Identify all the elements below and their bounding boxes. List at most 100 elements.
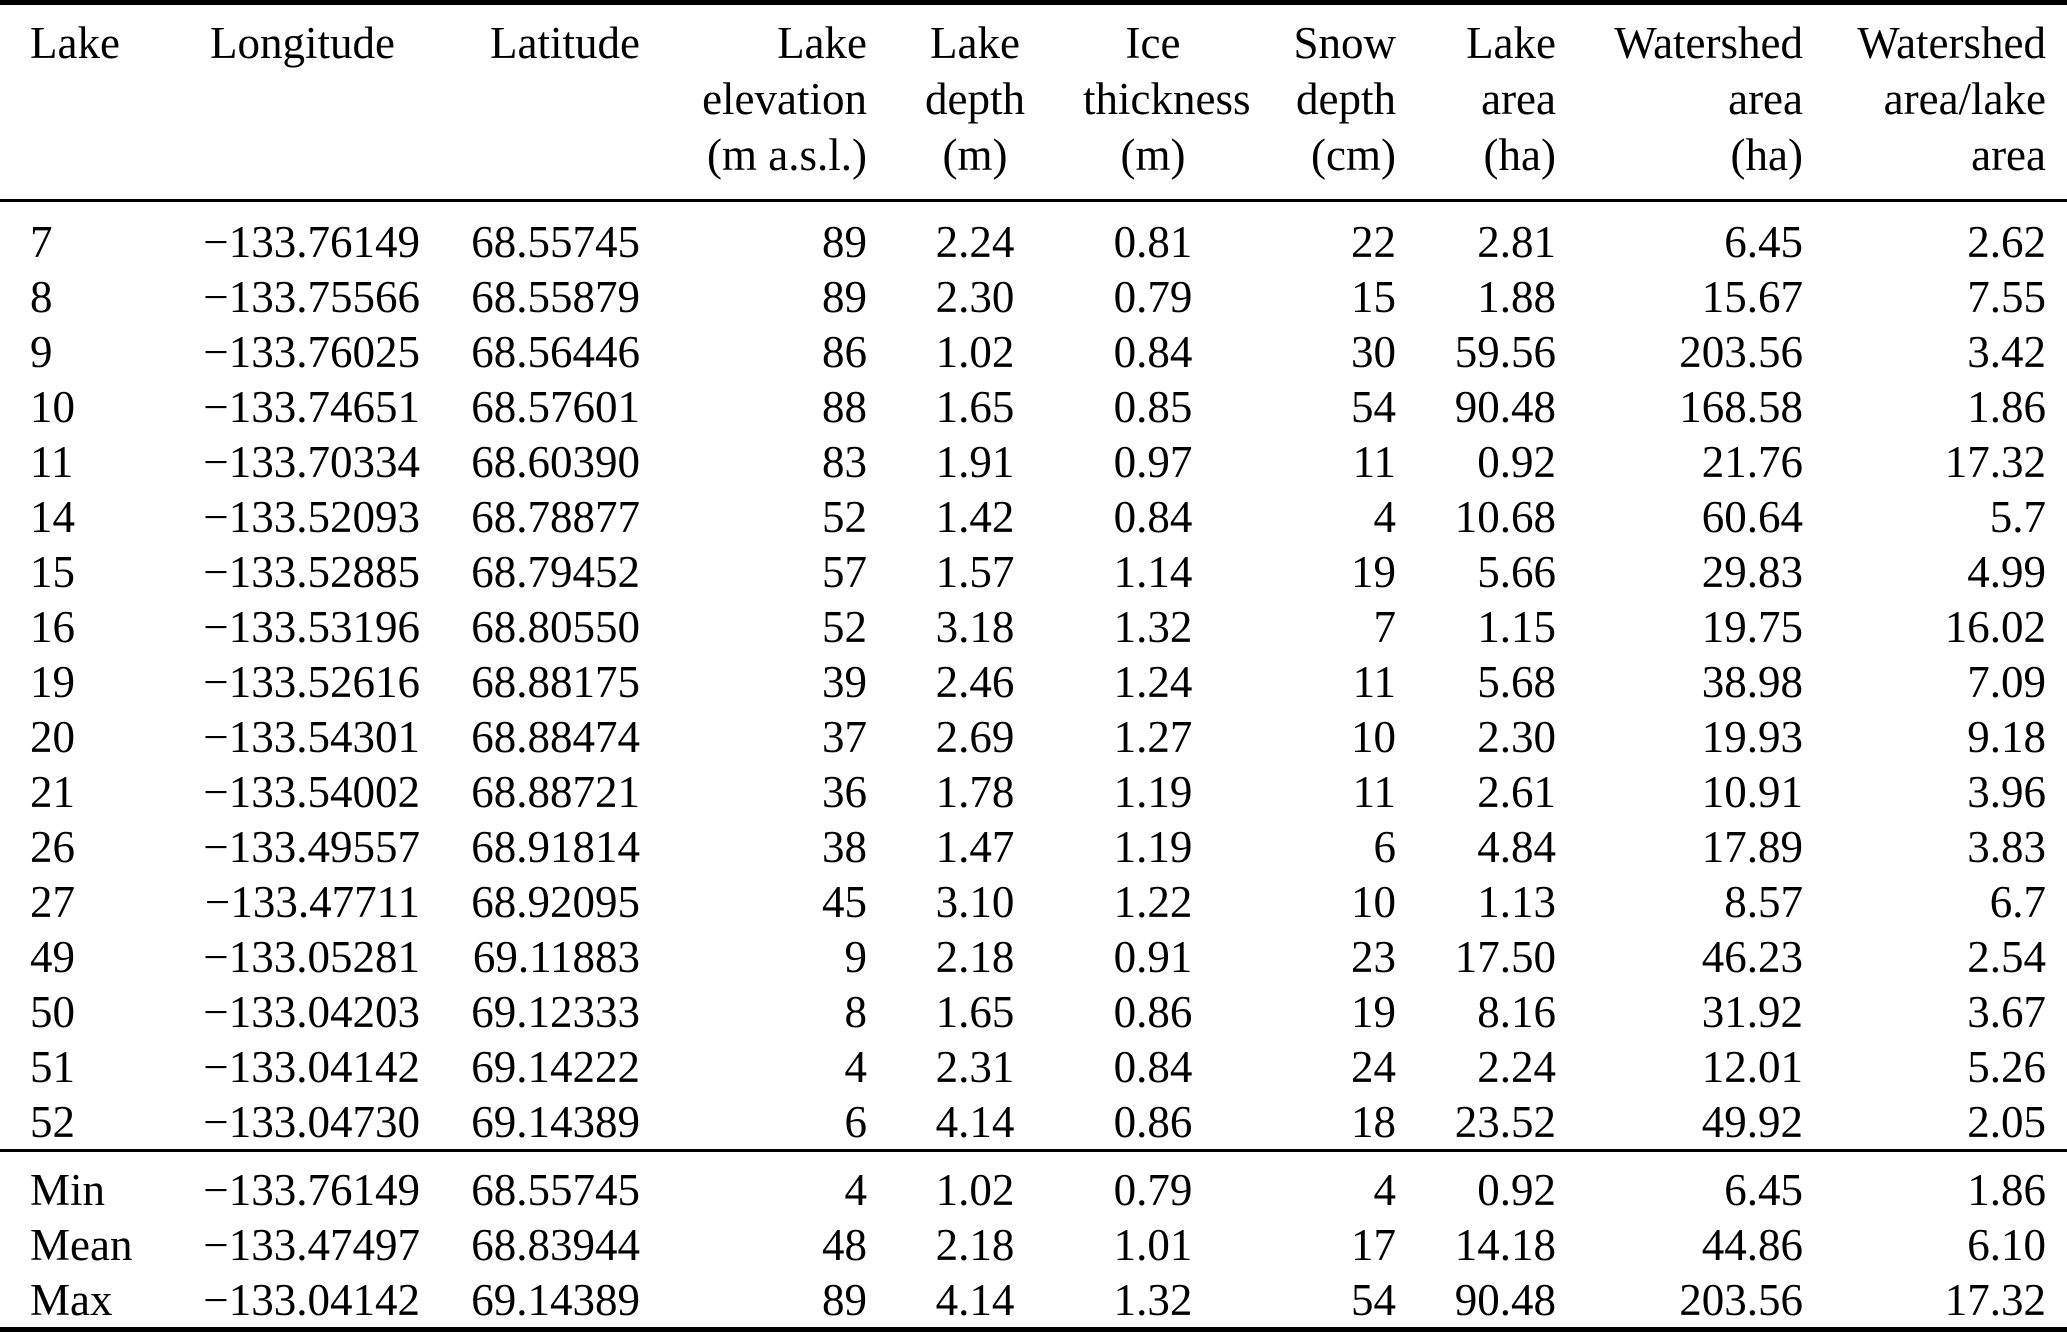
table-cell: 60.64: [1701, 491, 1803, 542]
table-cell: 19: [1351, 986, 1396, 1037]
table-cell: 68.88721: [471, 766, 640, 817]
column-header-line: (m a.s.l.): [707, 130, 867, 180]
table-body: 7 −133.76149 68.55745 89 2.24 0.81 22 2.81 6.45 2…: [0, 201, 2067, 1151]
table-cell: 54: [1351, 381, 1396, 432]
column-header-line: Lake: [777, 18, 867, 68]
table-cell: 6.45: [1724, 1164, 1803, 1215]
table-cell: 0.86: [1113, 1096, 1193, 1147]
row-label-cell: 51: [30, 1041, 75, 1092]
table-cell: 22: [1351, 216, 1396, 267]
table-row: 9 −133.76025 68.56446 86 1.02 0.84 30 59.56 203.…: [0, 324, 2067, 379]
table-cell: 203.56: [1679, 1274, 1803, 1325]
table-cell: 11: [1352, 766, 1396, 817]
table-cell: 4.14: [935, 1274, 1015, 1325]
table-cell: 69.11883: [472, 931, 640, 982]
column-header-line: area: [1728, 74, 1803, 124]
table-cell: 4: [1373, 491, 1397, 542]
table-cell: 17.32: [1944, 436, 2046, 487]
column-header-line: thickness: [1083, 74, 1251, 124]
table-cell: 1.78: [935, 766, 1015, 817]
table-cell: 45: [822, 876, 867, 927]
table-cell: 68.79452: [471, 546, 640, 597]
row-label-cell: 52: [30, 1096, 75, 1147]
table-cell: 1.24: [1113, 656, 1193, 707]
row-label-cell: 20: [30, 711, 75, 762]
table-cell: 68.88175: [471, 656, 640, 707]
table-row: 10 −133.74651 68.57601 88 1.65 0.85 54 90.48 168…: [0, 379, 2067, 434]
table-row: 11 −133.70334 68.60390 83 1.91 0.97 11 0.92 21.7…: [0, 434, 2067, 489]
column-header-line: Lake: [1466, 18, 1556, 68]
table-cell: 1.15: [1477, 601, 1556, 652]
table-cell: 2.24: [935, 216, 1015, 267]
table-row: 27 −133.47711 68.92095 45 3.10 1.22 10 1.13 8.57…: [0, 874, 2067, 929]
table-cell: 1.13: [1477, 876, 1556, 927]
table-cell: 5.68: [1477, 656, 1556, 707]
table-cell: 16.02: [1944, 601, 2046, 652]
row-label-cell: 9: [30, 326, 53, 377]
table-cell: 6.7: [1989, 876, 2046, 927]
table-cell: −133.52616: [203, 656, 420, 707]
table-cell: 69.14389: [471, 1274, 640, 1325]
table-cell: 8.57: [1724, 876, 1803, 927]
column-header-7: Lake area (ha): [1396, 3, 1556, 201]
table-cell: 83: [822, 436, 867, 487]
row-label-cell: Mean: [30, 1219, 133, 1270]
table-row: 16 −133.53196 68.80550 52 3.18 1.32 7 1.15 19.75…: [0, 599, 2067, 654]
table-row: 21 −133.54002 68.88721 36 1.78 1.19 11 2.61 10.9…: [0, 764, 2067, 819]
table-cell: 12.01: [1701, 1041, 1803, 1092]
table-cell: −133.70334: [203, 436, 420, 487]
table-cell: 68.83944: [471, 1219, 640, 1270]
table-cell: 1.19: [1113, 766, 1193, 817]
table-cell: 14.18: [1454, 1219, 1556, 1270]
table-cell: 2.61: [1477, 766, 1556, 817]
table-cell: −133.75566: [203, 271, 420, 322]
table-cell: 11: [1352, 656, 1396, 707]
table-cell: 0.79: [1113, 271, 1193, 322]
table-cell: 68.88474: [471, 711, 640, 762]
column-header-line: elevation: [702, 74, 867, 124]
table-cell: 0.84: [1113, 326, 1193, 377]
table-cell: 6.45: [1724, 216, 1803, 267]
column-header-line: (cm): [1311, 130, 1396, 180]
table-cell: 54: [1351, 1274, 1396, 1325]
table-cell: 0.91: [1113, 931, 1193, 982]
table-cell: 19.93: [1701, 711, 1803, 762]
table-cell: 57: [822, 546, 867, 597]
row-label-cell: 16: [30, 601, 75, 652]
table-cell: 90.48: [1454, 381, 1556, 432]
table-cell: 17.89: [1701, 821, 1803, 872]
table-cell: 1.86: [1967, 381, 2046, 432]
column-header-line: depth: [1296, 74, 1396, 124]
column-header-1: Longitude: [150, 3, 420, 201]
table-cell: −133.76149: [203, 1164, 420, 1215]
table-row: 26 −133.49557 68.91814 38 1.47 1.19 6 4.84 17.89…: [0, 819, 2067, 874]
table-cell: 24: [1351, 1041, 1396, 1092]
table-cell: 1.02: [935, 1164, 1015, 1215]
table-cell: 1.01: [1113, 1219, 1193, 1270]
column-header-line: Lake: [30, 18, 120, 68]
column-header-line: Snow: [1293, 18, 1396, 68]
column-header-line: Watershed: [1614, 18, 1803, 68]
table-row: 52 −133.04730 69.14389 6 4.14 0.86 18 23.52 49.9…: [0, 1094, 2067, 1151]
table-cell: 38.98: [1701, 656, 1803, 707]
table-cell: 2.69: [935, 711, 1015, 762]
table-cell: 68.55745: [471, 1164, 640, 1215]
table-cell: 2.18: [935, 931, 1015, 982]
table-cell: 6.10: [1967, 1219, 2046, 1270]
table-cell: 4.84: [1477, 821, 1556, 872]
table-cell: 6: [1373, 821, 1397, 872]
table-cell: 19.75: [1701, 601, 1803, 652]
column-header-line: depth: [925, 74, 1025, 124]
table-cell: 10: [1351, 711, 1396, 762]
table-cell: 5.66: [1477, 546, 1556, 597]
table-cell: 1.57: [935, 546, 1015, 597]
table-cell: 2.31: [935, 1041, 1015, 1092]
table-cell: 4: [1373, 1164, 1397, 1215]
table-row: 8 −133.75566 68.55879 89 2.30 0.79 15 1.88 15.67…: [0, 269, 2067, 324]
table-cell: 8: [844, 986, 868, 1037]
table-cell: 59.56: [1454, 326, 1556, 377]
table-cell: 69.14222: [471, 1041, 640, 1092]
table-cell: 1.32: [1113, 1274, 1193, 1325]
table-cell: 4: [844, 1041, 868, 1092]
table-cell: 49.92: [1701, 1096, 1803, 1147]
